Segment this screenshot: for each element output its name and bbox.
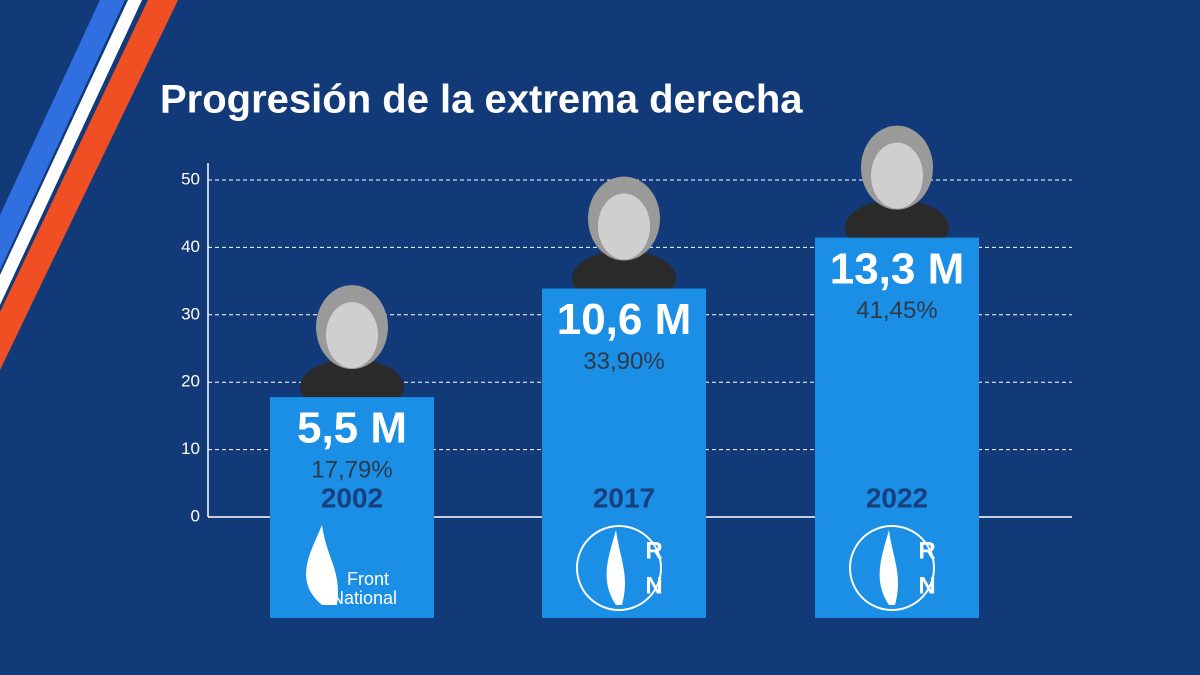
- y-tick-label: 40: [181, 237, 200, 256]
- bar: [815, 237, 979, 517]
- portrait-face: [598, 193, 650, 260]
- logo-text: Front: [347, 569, 389, 589]
- portrait-face: [326, 302, 378, 369]
- logo-text: N: [918, 572, 935, 599]
- portrait-face: [871, 142, 923, 209]
- stripe-white: [0, 0, 142, 305]
- logo-panel: [270, 517, 434, 618]
- logo-flame: [606, 530, 626, 605]
- y-tick-label: 50: [181, 169, 200, 188]
- x-tick-label: 2002: [321, 482, 383, 513]
- bar: [542, 288, 706, 517]
- logo-text: National: [331, 588, 397, 608]
- y-tick-label: 30: [181, 304, 200, 323]
- votes-label: 5,5 M: [297, 404, 407, 453]
- value-label: 41,45%: [856, 297, 937, 324]
- value-label: 33,90%: [583, 348, 664, 375]
- logo-text: R: [645, 537, 662, 564]
- x-tick-label: 2017: [593, 482, 655, 513]
- logo-flame: [306, 525, 339, 605]
- logo-ring: [576, 525, 662, 611]
- votes-label: 10,6 M: [557, 295, 692, 344]
- logo-text: N: [645, 572, 662, 599]
- logo-panel: [542, 517, 706, 618]
- y-tick-label: 20: [181, 372, 200, 391]
- y-tick-label: 0: [191, 506, 200, 525]
- logo-flame: [879, 530, 899, 605]
- chart-title: Progresión de la extrema derecha: [160, 78, 803, 122]
- stripe-orange: [0, 0, 178, 370]
- logo-ring: [849, 525, 935, 611]
- x-tick-label: 2022: [866, 482, 928, 513]
- votes-label: 13,3 M: [830, 244, 965, 293]
- portrait: [845, 125, 949, 256]
- value-label: 17,79%: [311, 456, 392, 483]
- y-tick-label: 10: [181, 439, 200, 458]
- bar: [270, 397, 434, 517]
- logo-panel: [815, 517, 979, 618]
- stripe-blue: [0, 0, 125, 270]
- logo-text: R: [918, 537, 935, 564]
